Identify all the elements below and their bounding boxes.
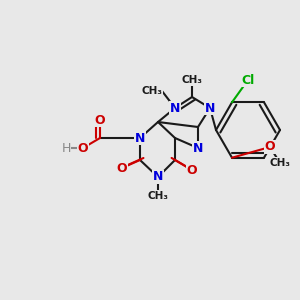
Text: N: N (153, 170, 163, 184)
Text: O: O (117, 161, 127, 175)
Text: N: N (170, 101, 180, 115)
Text: O: O (95, 113, 105, 127)
Text: Cl: Cl (242, 74, 255, 86)
Text: N: N (193, 142, 203, 154)
Text: O: O (265, 140, 275, 154)
Text: O: O (78, 142, 88, 154)
Text: O: O (187, 164, 197, 176)
Text: N: N (135, 131, 145, 145)
Text: CH₃: CH₃ (148, 191, 169, 201)
Text: CH₃: CH₃ (269, 158, 290, 168)
Text: CH₃: CH₃ (141, 86, 162, 96)
Text: CH₃: CH₃ (182, 75, 203, 85)
Text: N: N (205, 101, 215, 115)
Text: H: H (61, 142, 71, 154)
